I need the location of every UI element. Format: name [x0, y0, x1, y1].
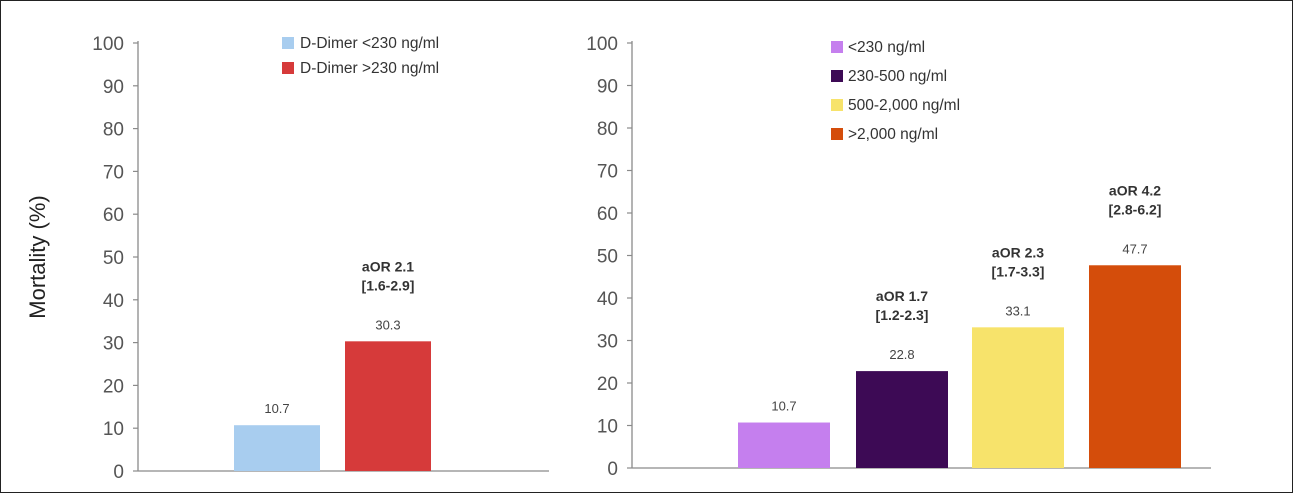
y-tick-label: 100	[92, 34, 124, 55]
annotation-aor: aOR 2.1	[362, 258, 414, 274]
y-tick-label: 30	[103, 334, 124, 355]
bar-2	[345, 341, 431, 471]
legend-swatch	[831, 41, 843, 53]
annotation-aor: aOR 1.7	[876, 288, 928, 304]
y-tick-label: 50	[597, 247, 618, 268]
y-tick-label: 40	[597, 289, 618, 310]
bar-2	[856, 371, 948, 468]
data-label: 30.3	[375, 317, 400, 332]
y-axis-title: Mortality (%)	[25, 195, 50, 318]
legend-swatch	[282, 62, 294, 74]
y-tick-label: 100	[586, 34, 618, 55]
legend-swatch	[831, 128, 843, 140]
data-label: 33.1	[1005, 303, 1030, 318]
y-tick-label: 0	[113, 462, 124, 483]
data-label: 10.7	[771, 399, 796, 414]
y-tick-label: 80	[103, 120, 124, 141]
y-tick-label: 10	[597, 417, 618, 438]
legend-swatch	[831, 70, 843, 82]
legend-label: 500-2,000 ng/ml	[848, 97, 960, 114]
y-tick-label: 10	[103, 419, 124, 440]
y-tick-label: 60	[103, 205, 124, 226]
annotation-ci: [1.7-3.3]	[992, 263, 1045, 279]
y-tick-label: 70	[597, 162, 618, 183]
legend-swatch	[282, 37, 294, 49]
legend-swatch	[831, 99, 843, 111]
y-tick-label: 60	[597, 204, 618, 225]
legend-label: <230 ng/ml	[848, 39, 925, 56]
y-tick-label: 90	[597, 77, 618, 98]
annotation-aor: aOR 2.3	[992, 244, 1044, 260]
legend-label: D-Dimer >230 ng/ml	[300, 60, 439, 77]
y-tick-label: 50	[103, 248, 124, 269]
y-tick-label: 40	[103, 291, 124, 312]
data-label: 10.7	[264, 401, 289, 416]
bar-1	[738, 422, 830, 468]
annotation-ci: [1.6-2.9]	[362, 277, 415, 293]
bar-4	[1089, 265, 1181, 468]
y-tick-label: 70	[103, 162, 124, 183]
annotation-ci: [1.2-2.3]	[876, 307, 929, 323]
annotation-aor: aOR 4.2	[1109, 182, 1161, 198]
y-tick-label: 20	[103, 376, 124, 397]
y-tick-label: 0	[607, 459, 618, 480]
y-tick-label: 20	[597, 374, 618, 395]
legend-label: >2,000 ng/ml	[848, 126, 938, 143]
legend-label: 230-500 ng/ml	[848, 68, 947, 85]
y-tick-label: 80	[597, 119, 618, 140]
bar-3	[972, 327, 1064, 468]
annotation-ci: [2.8-6.2]	[1109, 201, 1162, 217]
data-label: 22.8	[889, 347, 914, 362]
legend-label: D-Dimer <230 ng/ml	[300, 35, 439, 52]
bar-1	[234, 425, 320, 471]
y-tick-label: 30	[597, 332, 618, 353]
y-tick-label: 90	[103, 77, 124, 98]
data-label: 47.7	[1122, 241, 1147, 256]
